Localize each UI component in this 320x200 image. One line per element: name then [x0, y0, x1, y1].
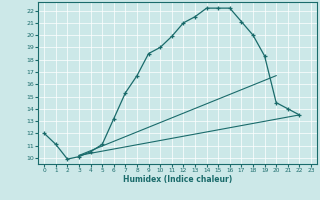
X-axis label: Humidex (Indice chaleur): Humidex (Indice chaleur): [123, 175, 232, 184]
